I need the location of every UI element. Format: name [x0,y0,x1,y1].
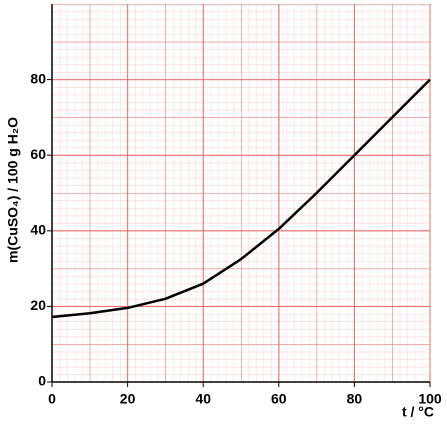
graph-paper-major [52,4,430,382]
x-tick-label: 80 [347,391,363,407]
y-tick-label: 80 [30,70,46,86]
curve [51,78,431,319]
x-tick-label: 0 [48,391,56,407]
y-tick-label: 60 [30,146,46,162]
y-tick-label: 0 [38,373,46,389]
x-tick-label: 60 [271,391,287,407]
x-tick-label: 40 [195,391,211,407]
x-tick-label: 100 [418,391,442,407]
x-tick-label: 20 [120,391,136,407]
x-axis-label: t / °C [402,404,434,420]
y-tick-label: 40 [30,222,46,238]
y-axis-label: m(CuSO₄) / 100 g H₂O [5,117,21,263]
y-tick-label: 20 [30,297,46,313]
